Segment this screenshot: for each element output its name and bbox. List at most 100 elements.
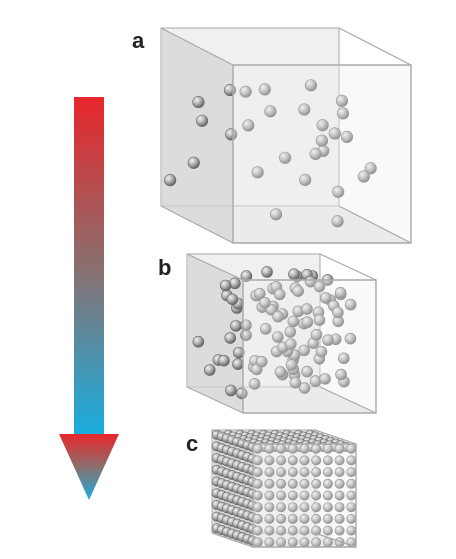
lattice-particle — [311, 502, 322, 513]
particle — [272, 310, 284, 323]
particle — [259, 323, 272, 335]
lattice-particle — [264, 478, 275, 489]
lattice-particle — [299, 478, 310, 489]
lattice-particle — [334, 467, 345, 478]
particle — [357, 170, 370, 183]
particle — [203, 364, 216, 376]
lattice-particle — [322, 513, 333, 524]
particle — [299, 173, 312, 187]
particle — [195, 114, 209, 127]
particle — [255, 355, 268, 368]
particle — [316, 119, 329, 132]
particle — [304, 79, 318, 92]
particle — [298, 382, 311, 394]
particle — [187, 156, 200, 169]
lattice-particle — [322, 478, 333, 489]
lattice-particle — [264, 467, 275, 478]
solid-cube — [211, 429, 357, 548]
particle — [274, 366, 287, 378]
lattice-particle — [299, 525, 310, 536]
particle — [301, 303, 313, 315]
particle — [232, 358, 244, 370]
gas-cube — [160, 27, 412, 244]
lattice-particle — [322, 490, 333, 501]
particle — [313, 314, 326, 326]
lattice-particle — [334, 513, 345, 524]
particle — [334, 287, 347, 299]
particle — [279, 151, 292, 164]
particle — [328, 127, 341, 140]
particle — [322, 334, 334, 346]
particle — [230, 320, 242, 332]
lattice-particle — [311, 478, 322, 489]
particle — [292, 285, 304, 297]
lattice-particle — [299, 513, 310, 524]
particle — [236, 387, 248, 400]
particle — [335, 94, 349, 107]
particle — [218, 354, 230, 367]
lattice-particle — [322, 525, 333, 536]
lattice-particle — [276, 502, 287, 513]
lattice-particle — [264, 502, 275, 513]
lattice-particle — [287, 513, 298, 524]
lattice-particle — [276, 455, 287, 466]
lattice-particle — [276, 490, 287, 501]
lattice-particle — [299, 490, 310, 501]
particle — [336, 107, 350, 120]
particle — [340, 130, 354, 143]
particle — [315, 134, 328, 147]
lattice-particle — [264, 455, 275, 466]
particle — [242, 119, 255, 132]
particle — [310, 328, 323, 341]
particle — [301, 365, 313, 378]
particle — [248, 378, 261, 390]
liquid-cube — [186, 253, 377, 414]
particle — [226, 293, 239, 306]
lattice-particle — [311, 513, 322, 524]
particle — [344, 298, 357, 311]
lattice-particle — [276, 513, 287, 524]
particle — [258, 83, 271, 96]
lattice-particle — [334, 478, 345, 489]
lattice-particle — [299, 502, 310, 513]
lattice-particle — [311, 490, 322, 501]
particle — [259, 297, 271, 309]
lattice-particle — [322, 502, 333, 513]
cooling-arrow — [59, 97, 119, 500]
lattice-particle — [311, 467, 322, 478]
particle — [332, 306, 344, 319]
particle — [364, 162, 377, 175]
particle — [332, 185, 345, 198]
particle — [338, 352, 350, 365]
particle — [304, 275, 317, 288]
particle — [253, 287, 266, 300]
particle — [219, 279, 232, 292]
panel-label-a: a — [132, 28, 145, 53]
particle — [271, 331, 284, 343]
lattice-particle — [311, 455, 322, 466]
particle — [288, 268, 300, 280]
particle — [313, 280, 326, 293]
particle — [225, 384, 237, 397]
particle — [289, 376, 302, 389]
particle — [192, 95, 205, 109]
lattice-particle — [322, 455, 333, 466]
particle — [240, 270, 253, 282]
lattice-particle — [276, 525, 287, 536]
particle — [287, 315, 300, 328]
lattice-particle — [287, 525, 298, 536]
lattice-particle — [322, 467, 333, 478]
lattice-particle — [299, 467, 310, 478]
lattice-particle — [334, 455, 345, 466]
particle — [269, 208, 283, 221]
lattice-particle — [276, 467, 287, 478]
particle — [331, 215, 344, 228]
particle — [298, 103, 311, 116]
particle — [192, 335, 205, 348]
particle — [301, 316, 314, 329]
particle — [264, 105, 277, 118]
lattice-particle — [264, 490, 275, 501]
particle — [315, 345, 328, 358]
particle — [344, 332, 357, 345]
